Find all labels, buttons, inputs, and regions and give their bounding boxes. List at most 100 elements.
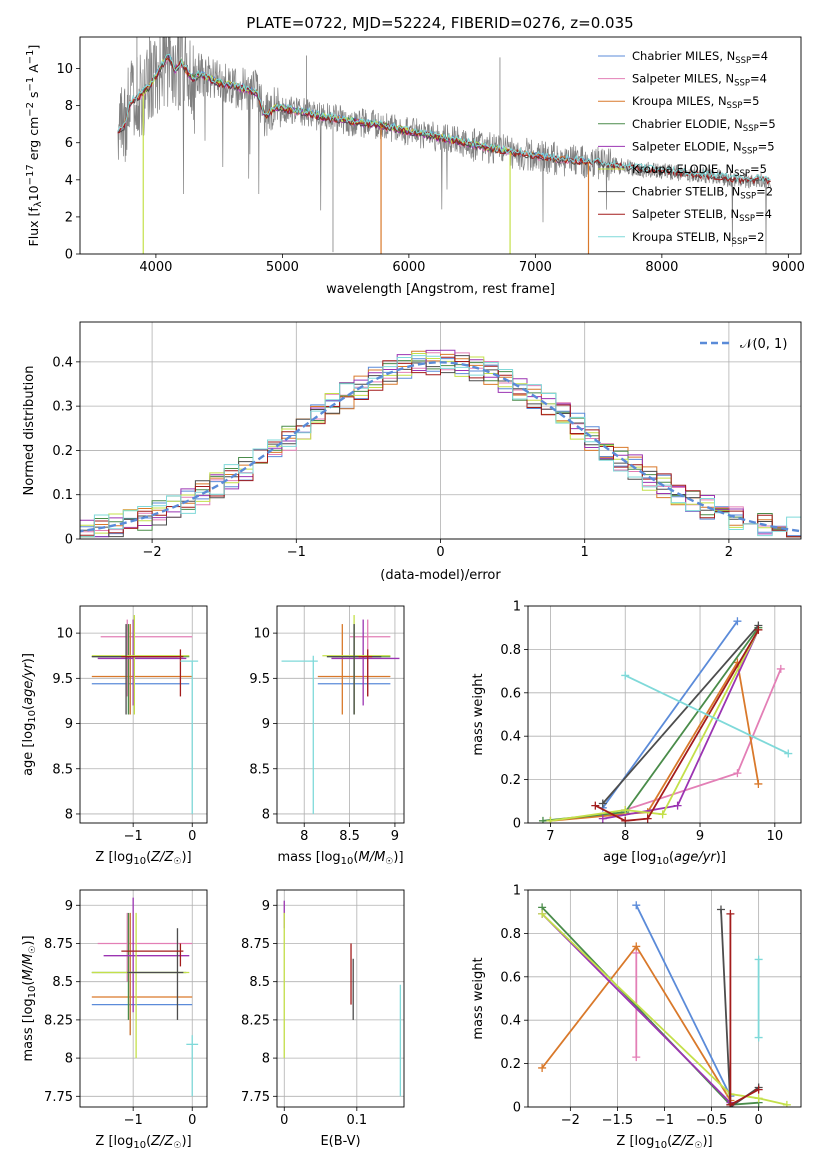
mass-weight-marker	[754, 625, 763, 634]
mass-weight-marker	[621, 816, 630, 823]
legend-label: Salpeter STELIB, NSSP=4	[632, 207, 772, 224]
y-tick-label: 8	[65, 807, 73, 822]
y-tick-label: 0.1	[52, 488, 73, 503]
x-tick-label: −2	[561, 1113, 580, 1128]
x-axis-label: wavelength [Angstrom, rest frame]	[326, 282, 555, 297]
x-tick-label: 0	[188, 1113, 196, 1128]
axes-spectrum: 4000 5000 6000 7000 8000 9000 0 2 4 6 8 10 wavelengt…	[25, 36, 805, 297]
axes-mass_vs_Z: −1 0 7.75 8 8.25 8.5 8.75 9 Z [log10(Z/Z☉)] mass …	[21, 889, 208, 1151]
x-axis-label: (data-model)/error	[380, 568, 501, 583]
x-tick-label: 0	[280, 1113, 288, 1128]
mass-weight-marker	[754, 1085, 763, 1094]
x-tick-label: −1	[124, 829, 143, 844]
mass-weight-line	[720, 909, 760, 1107]
y-tick-label: 9	[65, 717, 73, 732]
x-tick-label: 5000	[266, 260, 299, 275]
axes-frame	[276, 605, 405, 824]
axes-residuals: −2 −1 0 1 2 0 0.1 0.2 0.3 0.4 (data-model)/error No…	[22, 321, 802, 583]
x-tick-label: 8000	[645, 260, 678, 275]
y-tick-label: 2	[65, 210, 73, 225]
axes-frame	[79, 36, 802, 255]
mass-weight-marker	[673, 801, 682, 810]
x-tick-label: 0	[436, 545, 444, 560]
y-tick-label: 0	[65, 248, 73, 263]
x-axis-label: Z [log10(Z/Z☉)]	[616, 1134, 712, 1151]
y-tick-label: 0.2	[52, 444, 73, 459]
axes-frame	[527, 889, 802, 1108]
mass-weight-marker	[621, 805, 630, 814]
x-tick-label: 10	[767, 829, 784, 844]
y-tick-label: 8	[65, 1052, 73, 1067]
mass-weight-marker	[754, 955, 763, 964]
mass-weight-line	[635, 904, 732, 1097]
y-tick-label: 8	[262, 807, 270, 822]
y-tick-label: 0.4	[500, 1014, 521, 1029]
mass-weight-marker	[621, 671, 630, 680]
mass-weight-marker	[754, 1094, 763, 1103]
y-tick-label: 10	[56, 627, 73, 642]
x-tick-label: 8	[300, 829, 308, 844]
model-spectrum-line	[117, 53, 771, 183]
x-tick-label: 7000	[519, 260, 552, 275]
y-tick-label: 8.5	[249, 762, 270, 777]
y-axis-label: mass weight	[471, 957, 486, 1039]
x-tick-label: 6000	[392, 260, 425, 275]
axes-frame	[79, 321, 802, 540]
y-tick-label: 1	[513, 884, 521, 899]
y-tick-label: 9	[262, 899, 270, 914]
mass-weight-marker	[632, 901, 641, 910]
axes-frame	[79, 889, 208, 1108]
x-axis-label: Z [log10(Z/Z☉)]	[95, 850, 191, 867]
y-tick-label: 0.4	[52, 355, 73, 370]
y-tick-label: 8.5	[52, 762, 73, 777]
x-tick-label: 8	[621, 829, 629, 844]
legend-label: Kroupa STELIB, NSSP=2	[632, 230, 764, 247]
legend-label: Kroupa MILES, NSSP=5	[632, 94, 759, 111]
y-axis-label: Normed distribution	[22, 366, 37, 496]
normal-curve	[80, 361, 801, 533]
axes-frame	[276, 889, 405, 1108]
x-tick-label: 1	[581, 545, 589, 560]
plot-area	[91, 897, 199, 1097]
y-tick-label: 9	[262, 717, 270, 732]
legend-label: Salpeter ELODIE, NSSP=5	[632, 139, 775, 156]
y-axis-label: mass weight	[471, 673, 486, 755]
mass-weight-line	[550, 629, 760, 822]
mass-weight-marker	[538, 1063, 547, 1072]
x-tick-label: −2	[143, 545, 162, 560]
axes-frame	[79, 605, 208, 824]
axes-mass_weight_vs_age: 7 8 9 10 0 0.2 0.4 0.6 0.8 1 age [log10(age/yr)] ma…	[471, 600, 802, 867]
y-tick-label: 8.75	[241, 937, 270, 952]
y-axis-label: mass [log10(M/M☉)]	[21, 935, 38, 1061]
plot-area	[281, 615, 400, 814]
y-tick-label: 0.8	[500, 927, 521, 942]
y-tick-label: 7.75	[44, 1090, 73, 1105]
y-tick-label: 4	[65, 173, 73, 188]
x-tick-label: −1	[124, 1113, 143, 1128]
y-tick-label: 8.5	[249, 975, 270, 990]
y-tick-label: 1	[513, 600, 521, 615]
mass-weight-marker	[591, 801, 600, 810]
y-tick-label: 9.5	[249, 672, 270, 687]
y-tick-label: 7.75	[241, 1090, 270, 1105]
x-tick-label: 0	[188, 829, 196, 844]
legend-label: Salpeter MILES, NSSP=4	[632, 72, 767, 89]
mass-weight-line	[602, 629, 760, 820]
y-tick-label: 0.3	[52, 400, 73, 415]
mass-weight-marker	[726, 1100, 735, 1107]
model-spectrum-line	[117, 56, 771, 185]
legend-label: Chabrier STELIB, NSSP=2	[632, 185, 773, 202]
x-axis-label: mass [log10(M/M☉)]	[277, 850, 403, 867]
x-tick-label: 0.1	[346, 1113, 367, 1128]
y-tick-label: 8.25	[44, 1013, 73, 1028]
axes-frame	[527, 605, 802, 824]
x-axis-label: E(B-V)	[320, 1134, 360, 1149]
mass-weight-line	[541, 913, 732, 1104]
x-tick-label: 4000	[139, 260, 172, 275]
figure-title: PLATE=0722, MJD=52224, FIBERID=0276, z=0…	[246, 14, 633, 32]
legend-label: Kroupa ELODIE, NSSP=5	[632, 162, 767, 179]
x-tick-label: 8.5	[339, 829, 360, 844]
plot-area	[538, 617, 793, 823]
mass-weight-line	[550, 659, 760, 822]
